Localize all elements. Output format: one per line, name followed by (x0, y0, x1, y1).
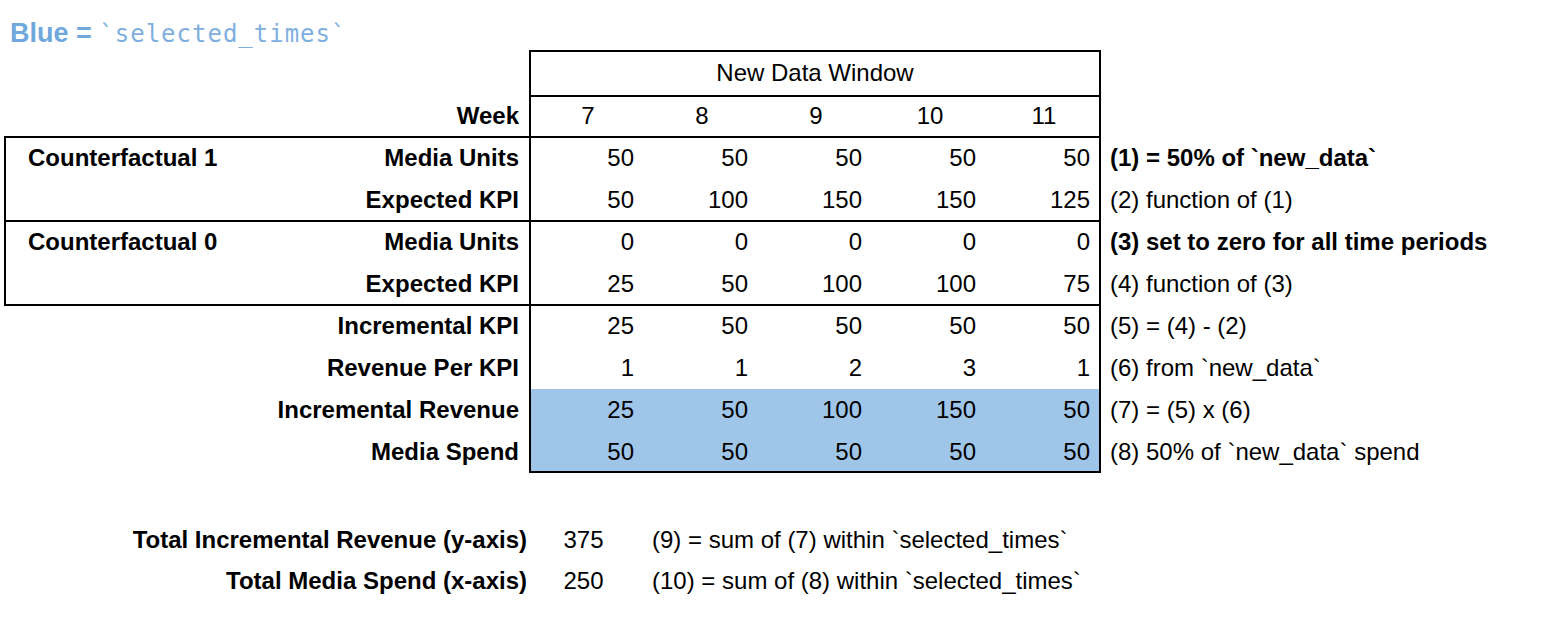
total-note: (9) = sum of (7) within `selected_times` (652, 519, 1532, 561)
data-cell: 125 (987, 179, 1101, 221)
total-value: 375 (531, 519, 636, 561)
legend-blue-label: Blue = (10, 18, 99, 48)
data-cell: 100 (645, 179, 759, 221)
row-label: Incremental Revenue (0, 389, 527, 431)
data-cell: 150 (873, 389, 987, 431)
data-cell: 50 (873, 431, 987, 473)
total-note: (10) = sum of (8) within `selected_times… (652, 560, 1532, 602)
data-cell: 150 (873, 179, 987, 221)
new-data-window-label: New Data Window (531, 50, 1099, 95)
row-label: Revenue Per KPI (0, 347, 527, 389)
data-cell: 0 (759, 221, 873, 263)
data-cell: 50 (645, 137, 759, 179)
data-cell: 50 (759, 305, 873, 347)
data-cell: 50 (531, 137, 645, 179)
data-cell: 1 (987, 347, 1101, 389)
row-label: Incremental KPI (0, 305, 527, 347)
data-cell: 50 (645, 263, 759, 305)
data-cell: 0 (873, 221, 987, 263)
data-cell: 1 (645, 347, 759, 389)
data-cell: 1 (531, 347, 645, 389)
row-label: Expected KPI (0, 263, 527, 305)
data-cell: 2 (759, 347, 873, 389)
row-label: Media Units (0, 137, 527, 179)
week-label: Week (0, 95, 527, 137)
row-note: (4) function of (3) (1110, 263, 1540, 305)
data-cell: 150 (759, 179, 873, 221)
legend-code: `selected_times` (99, 20, 346, 48)
data-cell: 50 (987, 137, 1101, 179)
week-cell: 11 (987, 95, 1101, 137)
data-cell: 50 (645, 389, 759, 431)
data-cell: 0 (645, 221, 759, 263)
total-label: Total Media Spend (x-axis) (0, 560, 527, 602)
week-cell: 9 (759, 95, 873, 137)
figure-canvas: Blue = `selected_times` New Data Window … (0, 0, 1544, 620)
row-label: Media Spend (0, 431, 527, 473)
data-cell: 50 (531, 179, 645, 221)
data-cell: 50 (759, 137, 873, 179)
data-cell: 50 (987, 389, 1101, 431)
row-note: (2) function of (1) (1110, 179, 1540, 221)
data-cell: 50 (873, 137, 987, 179)
data-cell: 100 (873, 263, 987, 305)
row-note: (6) from `new_data` (1110, 347, 1540, 389)
data-cell: 0 (987, 221, 1101, 263)
data-cell: 25 (531, 305, 645, 347)
row-note: (8) 50% of `new_data` spend (1110, 431, 1540, 473)
data-cell: 0 (531, 221, 645, 263)
data-cell: 75 (987, 263, 1101, 305)
data-cell: 50 (987, 431, 1101, 473)
data-cell: 50 (645, 431, 759, 473)
data-cell: 3 (873, 347, 987, 389)
row-note: (5) = (4) - (2) (1110, 305, 1540, 347)
row-note: (1) = 50% of `new_data` (1110, 137, 1540, 179)
data-cell: 100 (759, 389, 873, 431)
week-cell: 8 (645, 95, 759, 137)
row-label: Media Units (0, 221, 527, 263)
total-label: Total Incremental Revenue (y-axis) (0, 519, 527, 561)
row-note: (7) = (5) x (6) (1110, 389, 1540, 431)
data-cell: 50 (759, 431, 873, 473)
row-note: (3) set to zero for all time periods (1110, 221, 1540, 263)
week-cell: 7 (531, 95, 645, 137)
data-cell: 25 (531, 389, 645, 431)
data-cell: 50 (531, 431, 645, 473)
data-cell: 50 (873, 305, 987, 347)
legend: Blue = `selected_times` (10, 16, 346, 50)
data-cell: 50 (987, 305, 1101, 347)
row-label: Expected KPI (0, 179, 527, 221)
week-cell: 10 (873, 95, 987, 137)
data-cell: 50 (645, 305, 759, 347)
data-cell: 100 (759, 263, 873, 305)
total-value: 250 (531, 560, 636, 602)
data-cell: 25 (531, 263, 645, 305)
